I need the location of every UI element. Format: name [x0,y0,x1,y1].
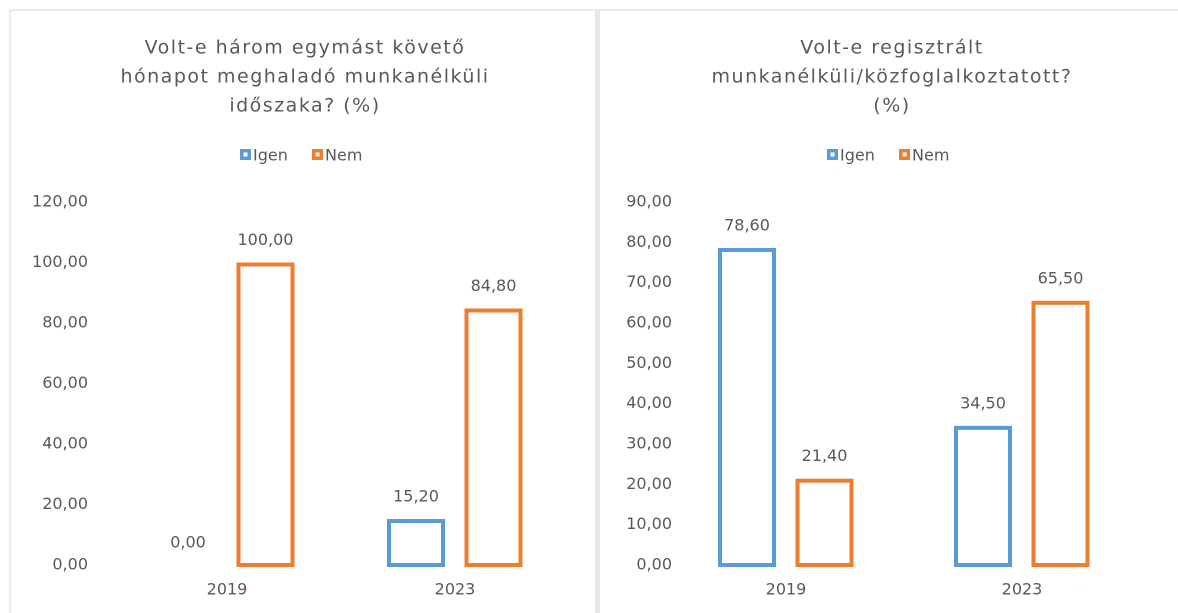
separator [595,10,600,613]
y-tick-label: 80,00 [626,232,672,251]
data-label: 78,60 [724,215,770,234]
data-label: 65,50 [1038,268,1084,287]
chart-title: hónapot meghaladó munkanélküli [120,66,489,88]
chart-title: (%) [873,95,910,117]
bar [795,478,854,568]
x-tick-label: 2023 [1002,580,1043,599]
legend-label: Igen [253,146,288,165]
y-tick-label: 90,00 [626,192,672,211]
y-tick-label: 20,00 [42,494,88,513]
y-tick-label: 120,00 [32,192,88,211]
x-tick-label: 2023 [435,580,476,599]
bar [954,425,1012,567]
data-label: 0,00 [170,533,206,552]
y-tick-label: 0,00 [636,555,672,574]
y-tick-label: 60,00 [42,373,88,392]
chart-title: időszaka? (%) [229,95,380,117]
data-label: 21,40 [802,446,848,465]
legend-label: Igen [840,146,875,165]
legend-swatch-inner [243,152,248,157]
data-label: 84,80 [471,276,517,295]
bar [1031,300,1090,567]
y-tick-label: 60,00 [626,313,672,332]
bar [387,519,445,568]
x-tick-label: 2019 [207,580,248,599]
y-tick-label: 30,00 [626,434,672,453]
y-tick-label: 20,00 [626,474,672,493]
y-tick-label: 0,00 [52,555,88,574]
legend-label: Nem [325,146,362,165]
legend-swatch-inner [830,152,835,157]
legend-swatch-inner [902,152,907,157]
legend-swatch-inner [315,152,320,157]
bar [464,308,523,568]
bar [718,247,776,567]
data-label: 100,00 [238,230,294,249]
chart-title: munkanélküli/közfoglalkoztatott? [712,66,1073,88]
chart-title: Volt-e három egymást követő [145,37,466,59]
y-tick-label: 80,00 [42,313,88,332]
y-tick-label: 40,00 [626,393,672,412]
legend-label: Nem [912,146,949,165]
data-label: 34,50 [960,393,1006,412]
y-tick-label: 100,00 [32,252,88,271]
y-tick-label: 40,00 [42,434,88,453]
chart-title: Volt-e regisztrált [800,37,983,59]
data-label: 15,20 [393,487,439,506]
y-tick-label: 50,00 [626,353,672,372]
y-tick-label: 10,00 [626,514,672,533]
x-tick-label: 2019 [766,580,807,599]
bar [236,262,295,567]
y-tick-label: 70,00 [626,272,672,291]
